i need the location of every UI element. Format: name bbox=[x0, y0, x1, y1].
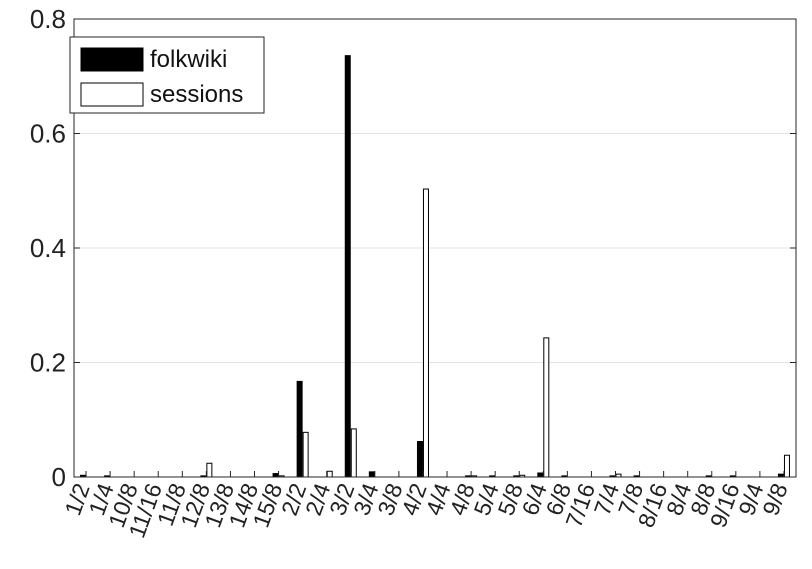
y-tick-label: 0.4 bbox=[30, 233, 66, 263]
y-tick-label: 0 bbox=[52, 462, 66, 492]
bar-folkwiki-6/4 bbox=[537, 472, 544, 478]
legend: folkwiki sessions bbox=[69, 36, 265, 114]
y-tick-label: 0.8 bbox=[30, 4, 66, 34]
bar-folkwiki-3/2 bbox=[344, 55, 351, 478]
bar-sessions-3/2 bbox=[350, 428, 357, 478]
bar-folkwiki-2/2 bbox=[296, 380, 303, 478]
x-axis-ticks: 1/21/410/811/1611/812/813/814/815/82/22/… bbox=[59, 471, 793, 541]
legend-label-folkwiki: folkwiki bbox=[150, 46, 227, 73]
bar-sessions-2/4 bbox=[326, 470, 333, 478]
bar-sessions-4/2 bbox=[422, 188, 429, 478]
bars bbox=[80, 55, 790, 478]
legend-swatch-folkwiki bbox=[80, 47, 144, 72]
legend-swatch-sessions bbox=[80, 82, 144, 107]
bar-folkwiki-3/4 bbox=[368, 471, 375, 478]
y-tick-label: 0.2 bbox=[30, 348, 66, 378]
bar-sessions-2/2 bbox=[302, 431, 309, 478]
bar-folkwiki-4/2 bbox=[416, 441, 423, 478]
bar-sessions-6/4 bbox=[543, 337, 550, 478]
y-axis-ticks: 0 0.2 0.4 0.6 0.8 bbox=[30, 4, 796, 492]
y-tick-label: 0.6 bbox=[30, 119, 66, 149]
gridlines bbox=[74, 133, 796, 363]
bar-sessions-9/8 bbox=[783, 454, 790, 478]
legend-label-sessions: sessions bbox=[150, 81, 243, 108]
bar-folkwiki-15/8 bbox=[272, 473, 279, 478]
x-tick-label: 9/8 bbox=[757, 480, 792, 519]
bar-sessions-12/8 bbox=[206, 462, 213, 478]
